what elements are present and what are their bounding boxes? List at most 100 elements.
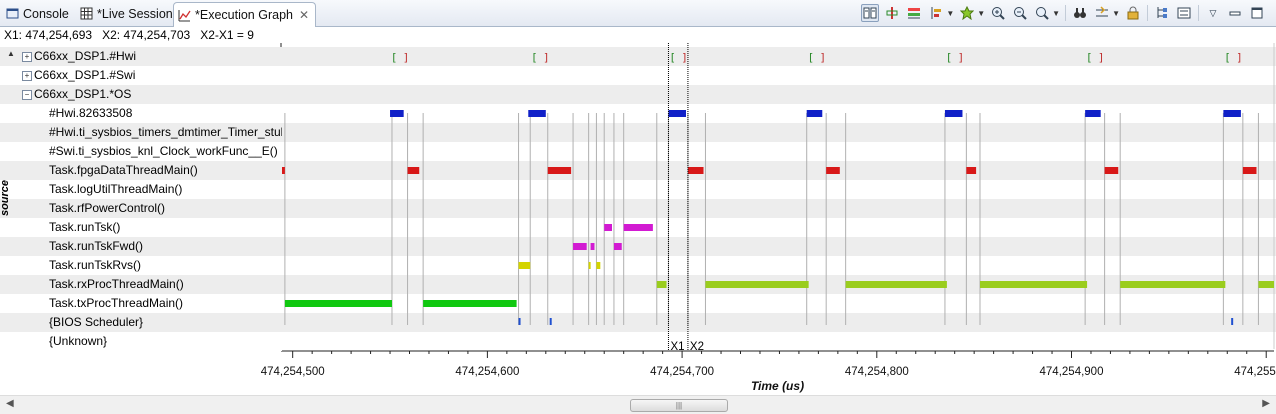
chevron-down-icon[interactable]: ▼ <box>977 8 986 18</box>
find-icon[interactable] <box>1071 4 1089 22</box>
chevron-down-icon[interactable]: ▼ <box>1052 8 1061 18</box>
row-label[interactable]: #Swi.ti_sysbios_knl_Clock_workFunc__E() <box>0 142 282 161</box>
execution-graph[interactable]: [] [] [] [] [] [] [] X1 X2 474,254,500 474,254,600… <box>0 43 1276 395</box>
minimize-icon[interactable] <box>1226 4 1244 22</box>
row-stripe <box>0 47 1276 66</box>
row-label-text: Task.rfPowerControl() <box>49 201 166 215</box>
close-tab-icon[interactable]: ✕ <box>298 8 310 22</box>
execution-segment[interactable] <box>979 281 1088 288</box>
cursor-readout: X1: 474,254,693 X2: 474,254,703 X2-X1 = … <box>4 27 254 43</box>
row-label[interactable]: Task.fpgaDataThreadMain() <box>0 161 282 180</box>
row-label[interactable]: − C66xx_DSP1.*OS <box>0 85 282 104</box>
bookmark-icon[interactable] <box>958 4 976 22</box>
scheduler-tick[interactable] <box>518 318 521 325</box>
execution-segment[interactable] <box>687 167 704 174</box>
group-icon[interactable] <box>927 4 945 22</box>
row-label[interactable]: {BIOS Scheduler} <box>0 313 282 332</box>
align-icon[interactable] <box>861 4 880 22</box>
scheduler-tick[interactable] <box>549 318 552 325</box>
interrupt-bracket-close: ] <box>681 51 688 64</box>
expand-icon[interactable]: + <box>22 70 32 81</box>
row-label[interactable]: + C66xx_DSP1.#Swi <box>0 66 282 85</box>
execution-segment[interactable] <box>596 262 601 269</box>
execution-segment[interactable] <box>1120 281 1226 288</box>
maximize-icon[interactable] <box>1248 4 1266 22</box>
chevron-down-icon[interactable]: ▼ <box>946 8 955 18</box>
row-label[interactable]: {Unknown} <box>0 332 282 351</box>
interrupt-bracket-close: ] <box>543 51 550 64</box>
execution-segment[interactable] <box>604 224 612 231</box>
row-label[interactable]: Task.runTsk() <box>0 218 282 237</box>
expand-icon[interactable]: + <box>22 51 32 62</box>
tab-console[interactable]: Console <box>6 2 69 25</box>
tab-live-session[interactable]: *Live Session <box>80 2 173 25</box>
zoom-to-fit-icon[interactable] <box>883 4 901 22</box>
zoom-in-icon[interactable] <box>989 4 1007 22</box>
row-label[interactable]: + C66xx_DSP1.#Hwi <box>0 47 282 66</box>
execution-segment[interactable] <box>705 281 809 288</box>
execution-segment[interactable] <box>1085 110 1101 117</box>
execution-segment[interactable] <box>1258 281 1274 288</box>
row-label[interactable]: Task.runTskFwd() <box>0 237 282 256</box>
execution-segment[interactable] <box>1104 167 1119 174</box>
row-label[interactable]: #Hwi.82633508 <box>0 104 282 123</box>
execution-segment[interactable] <box>284 300 392 307</box>
scheduler-tick[interactable] <box>1231 318 1234 325</box>
scroll-left-icon[interactable]: ◀ <box>6 398 14 409</box>
tab-execution-graph[interactable]: *Execution Graph ✕ <box>173 2 317 27</box>
scroll-thumb[interactable]: ||| <box>630 399 728 412</box>
row-label-text: #Hwi.82633508 <box>49 106 133 120</box>
graph-icon <box>178 9 191 22</box>
execution-segment[interactable] <box>528 110 546 117</box>
interrupt-bracket-open: [ <box>1224 51 1231 64</box>
execution-segment[interactable] <box>944 110 963 117</box>
zoom-custom-icon[interactable] <box>1033 4 1051 22</box>
row-label-text: #Hwi.ti_sysbios_timers_dmtimer_Timer_stu… <box>49 125 282 139</box>
filter-icon[interactable] <box>1093 4 1111 22</box>
execution-segment[interactable] <box>806 110 823 117</box>
execution-segment[interactable] <box>281 167 285 174</box>
zoom-out-icon[interactable] <box>1011 4 1029 22</box>
row-stripe <box>0 123 1276 142</box>
row-label[interactable]: #Hwi.ti_sysbios_timers_dmtimer_Timer_stu… <box>0 123 282 142</box>
chevron-down-icon[interactable]: ▼ <box>1112 8 1120 18</box>
execution-graph-canvas[interactable]: [] [] [] [] [] [] [] X1 X2 474,254,500 474,254,600… <box>0 43 1276 395</box>
execution-segment[interactable] <box>588 262 591 269</box>
lock-icon[interactable] <box>1124 4 1142 22</box>
execution-segment[interactable] <box>1242 167 1257 174</box>
execution-segment[interactable] <box>547 167 572 174</box>
row-stripe <box>0 294 1276 313</box>
scroll-right-icon[interactable]: ▶ <box>1262 398 1270 409</box>
tree-icon[interactable] <box>1153 4 1171 22</box>
row-label[interactable]: Task.rxProcThreadMain() <box>0 275 282 294</box>
execution-segment[interactable] <box>423 300 517 307</box>
execution-segment[interactable] <box>845 281 947 288</box>
row-label[interactable]: Task.txProcThreadMain() <box>0 294 282 313</box>
source-axis-label: source <box>0 180 15 220</box>
execution-segment[interactable] <box>966 167 977 174</box>
row-label[interactable]: Task.runTskRvs() <box>0 256 282 275</box>
measure-icon[interactable] <box>905 4 923 22</box>
execution-segment[interactable] <box>573 243 587 250</box>
collapse-icon[interactable]: − <box>22 89 32 100</box>
row-label[interactable]: Task.rfPowerControl() <box>0 199 282 218</box>
cursor-label-x2: X2 <box>690 341 704 353</box>
execution-segment[interactable] <box>407 167 420 174</box>
collapse-icon[interactable] <box>1175 4 1193 22</box>
execution-segment[interactable] <box>1223 110 1241 117</box>
horizontal-scrollbar[interactable]: ◀ ||| ▶ <box>0 395 1276 414</box>
view-menu-icon[interactable]: ▽ <box>1209 7 1217 18</box>
execution-segment[interactable] <box>656 281 667 288</box>
execution-segment[interactable] <box>518 262 531 269</box>
tab-label: *Live Session <box>97 6 173 21</box>
diff-readout: X2-X1 = 9 <box>200 28 254 42</box>
execution-segment[interactable] <box>590 243 595 250</box>
execution-segment[interactable] <box>613 243 622 250</box>
execution-segment[interactable] <box>668 110 686 117</box>
execution-segment[interactable] <box>826 167 840 174</box>
row-stripe <box>0 332 1276 351</box>
tree-scroll-up-icon[interactable]: ▲ <box>7 49 15 58</box>
row-label[interactable]: Task.logUtilThreadMain() <box>0 180 282 199</box>
execution-segment[interactable] <box>623 224 653 231</box>
execution-segment[interactable] <box>390 110 404 117</box>
